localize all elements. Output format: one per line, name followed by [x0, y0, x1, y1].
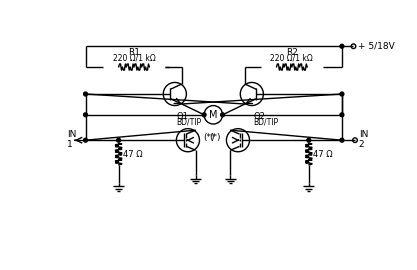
- Circle shape: [340, 138, 344, 142]
- Circle shape: [202, 113, 206, 117]
- Text: (*): (*): [209, 133, 221, 142]
- Circle shape: [340, 113, 344, 117]
- Text: BD/TIP: BD/TIP: [176, 117, 201, 126]
- Text: R1: R1: [128, 48, 140, 57]
- Text: IN
2: IN 2: [359, 130, 368, 149]
- Circle shape: [340, 92, 344, 96]
- Text: M: M: [209, 110, 218, 120]
- Circle shape: [340, 44, 344, 48]
- Circle shape: [83, 92, 88, 96]
- Text: Q1: Q1: [176, 113, 188, 122]
- Text: Q2: Q2: [254, 113, 265, 122]
- Text: 47 Ω: 47 Ω: [314, 150, 333, 158]
- Text: BD/TIP: BD/TIP: [254, 117, 279, 126]
- Text: 47 Ω: 47 Ω: [123, 150, 143, 158]
- Circle shape: [117, 138, 121, 142]
- Circle shape: [221, 113, 224, 117]
- Text: (*): (*): [203, 133, 215, 142]
- Text: 220 Ω/1 kΩ: 220 Ω/1 kΩ: [271, 53, 313, 62]
- Text: + 5/18V: + 5/18V: [358, 42, 395, 51]
- Text: R2: R2: [286, 48, 298, 57]
- Circle shape: [83, 113, 88, 117]
- Text: 220 Ω/1 kΩ: 220 Ω/1 kΩ: [113, 53, 156, 62]
- Circle shape: [83, 138, 88, 142]
- Text: IN
1: IN 1: [67, 130, 76, 149]
- Circle shape: [307, 138, 311, 142]
